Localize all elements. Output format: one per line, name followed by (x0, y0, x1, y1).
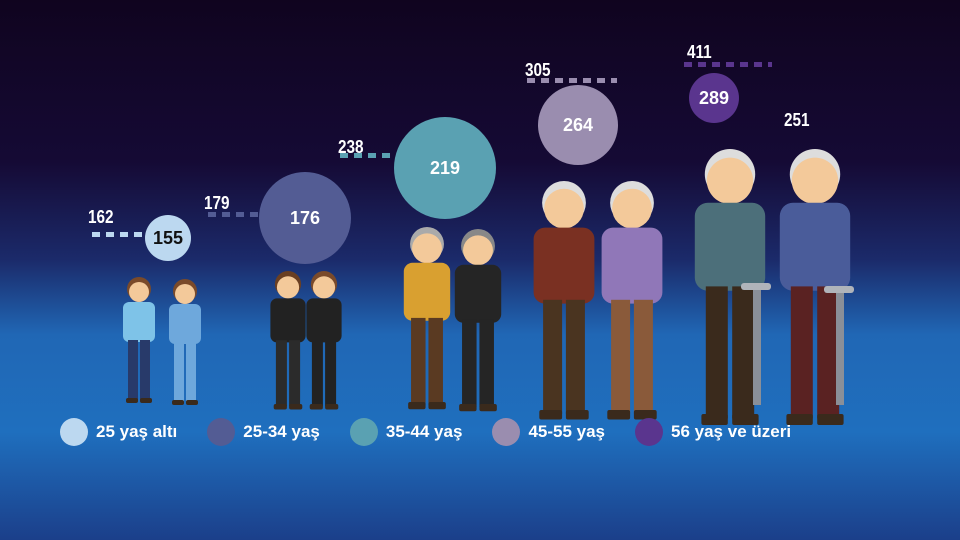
legend-swatch (349, 418, 378, 446)
dotted-value-label: 305 (525, 60, 551, 80)
legend-item: 45-55 yaş (492, 418, 605, 446)
person-figure (454, 229, 502, 412)
cane (753, 285, 761, 405)
dotted-value-label: 179 (204, 193, 230, 213)
dotted-line (92, 232, 147, 237)
legend-item: 56 yaş ve üzeri (635, 418, 791, 446)
legend-swatch (207, 418, 236, 446)
legend-swatch (635, 418, 664, 446)
bubble: 155 (145, 215, 191, 261)
legend: 25 yaş altı 25-34 yaş 35-44 yaş 45-55 ya… (60, 418, 791, 446)
legend-label: 25 yaş altı (96, 422, 178, 441)
legend-item: 25-34 yaş (207, 418, 320, 446)
legend-label: 45-55 yaş (528, 422, 606, 441)
legend-label: 56 yaş ve üzeri (671, 422, 792, 441)
cane (836, 288, 844, 405)
dotted-line (527, 78, 617, 83)
person-figure (169, 279, 201, 405)
legend-swatch (60, 418, 88, 446)
dotted-value-label: 162 (88, 207, 114, 227)
dotted-line (340, 153, 396, 158)
legend-item: 35-44 yaş (349, 418, 463, 446)
dotted-line (208, 212, 260, 217)
label-251: 251 (784, 110, 810, 130)
legend-swatch (492, 418, 521, 446)
bubble: 219 (394, 117, 496, 219)
person-figure (694, 149, 766, 425)
person-figure (270, 271, 306, 410)
legend-label: 35-44 yaş (385, 422, 463, 441)
dotted-line (684, 62, 772, 67)
person-figure (779, 149, 851, 425)
dotted-value-label: 238 (338, 137, 364, 157)
person-figure (306, 271, 342, 410)
person-figure (601, 181, 663, 420)
bubble: 289 (689, 73, 739, 123)
legend-label: 25-34 yaş (243, 422, 320, 441)
person-figure (403, 227, 451, 410)
dotted-value-label: 411 (687, 42, 712, 62)
bubble: 264 (538, 85, 618, 165)
bubble: 176 (259, 172, 351, 264)
person-figure (123, 277, 155, 403)
person-figure (533, 181, 595, 420)
legend-item: 25 yaş altı (60, 418, 177, 446)
